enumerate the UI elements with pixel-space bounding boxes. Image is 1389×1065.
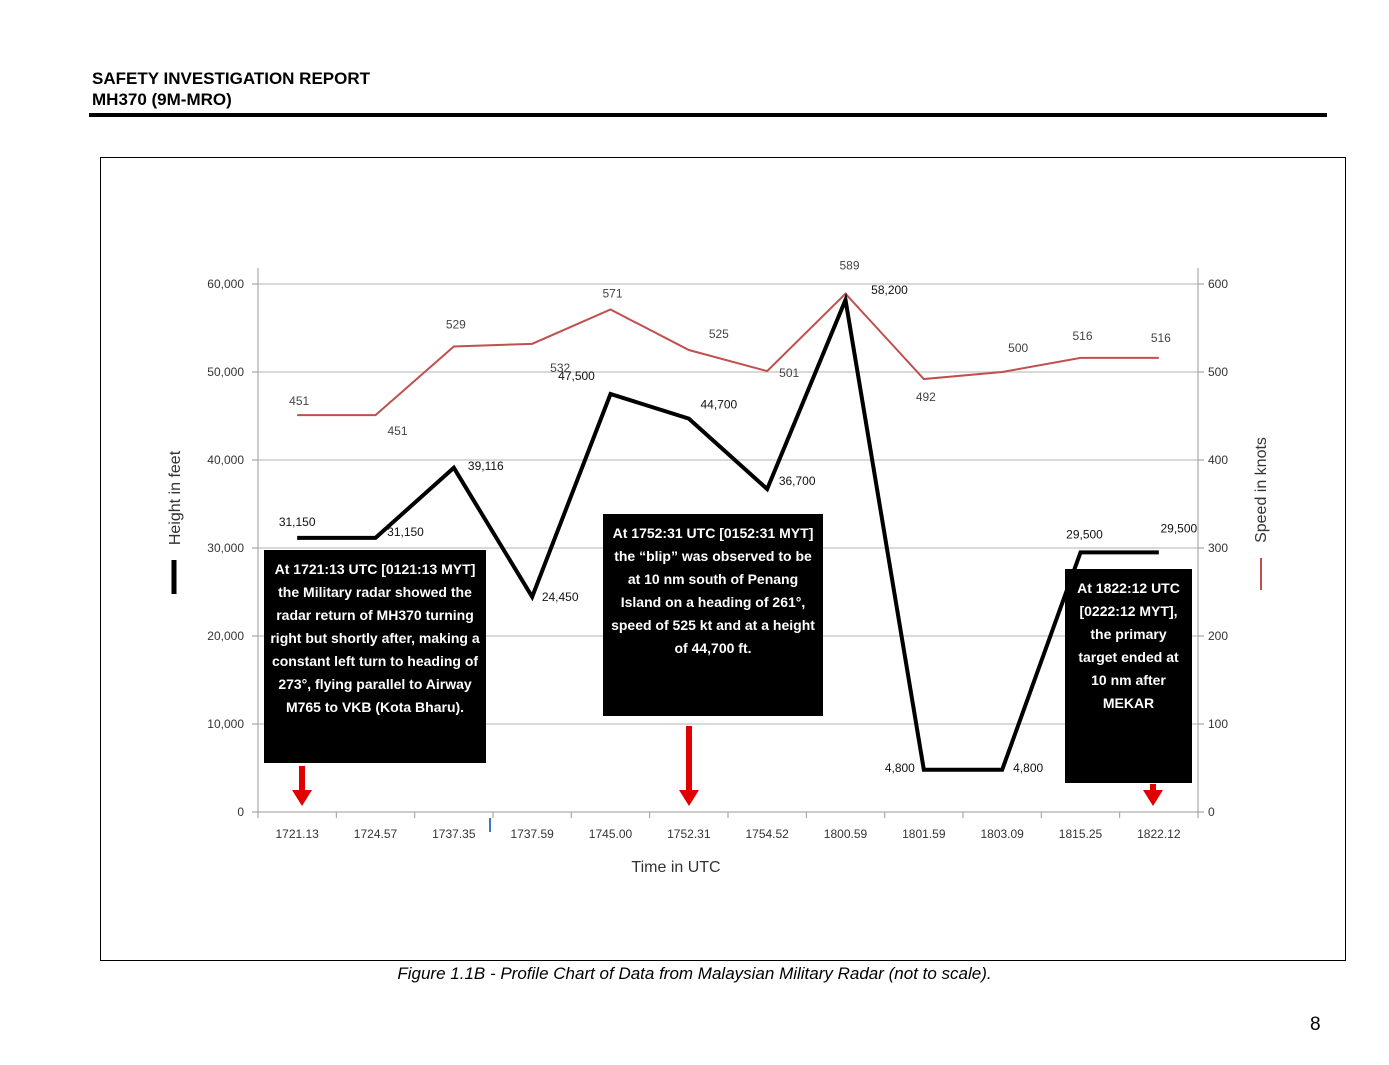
height-data-label: 4,800	[1013, 761, 1043, 775]
y-left-tick-label: 0	[237, 805, 244, 819]
x-tick-label: 1803.09	[980, 827, 1024, 841]
y-left-tick-label: 40,000	[207, 453, 244, 467]
x-tick-label: 1801.59	[902, 827, 946, 841]
speed-line	[297, 292, 1159, 417]
speed-data-label: 525	[709, 327, 729, 341]
red-arrow-head	[292, 790, 312, 806]
y-left-tick-label: 10,000	[207, 717, 244, 731]
series	[297, 292, 1159, 772]
speed-data-label: 492	[916, 390, 936, 404]
y-right-tick-label: 0	[1208, 805, 1215, 819]
y-left-tick-label: 30,000	[207, 541, 244, 555]
x-tick-label: 1724.57	[354, 827, 398, 841]
report-title: SAFETY INVESTIGATION REPORT	[92, 69, 371, 88]
red-arrow-shaft	[1150, 784, 1156, 792]
y-left-tick-label: 60,000	[207, 277, 244, 291]
y-right-tick-label: 500	[1208, 365, 1228, 379]
y-right-axis-title: Speed in knots	[1253, 437, 1270, 543]
height-data-label: 24,450	[542, 590, 579, 604]
page-number: 8	[1310, 1014, 1321, 1035]
height-data-label: 44,700	[700, 398, 737, 412]
height-data-label: 58,200	[871, 283, 908, 297]
callout-1822: At 1822:12 UTC [0222:12 MYT], the primar…	[1065, 569, 1192, 783]
speed-data-label: 500	[1008, 341, 1028, 355]
red-arrow-shaft	[686, 726, 692, 792]
red-arrow-head	[679, 790, 699, 806]
height-data-label: 39,116	[468, 459, 504, 473]
data-labels: 31,150 31,150 39,116 24,450 47,500 44,700 36,7…	[279, 259, 1198, 775]
speed-data-label: 516	[1151, 331, 1171, 345]
height-data-label: 36,700	[779, 474, 816, 488]
x-axis-title: Time in UTC	[631, 859, 720, 876]
y-right-tick-label: 200	[1208, 629, 1228, 643]
x-tick-label: 1822.12	[1137, 827, 1181, 841]
speed-data-label: 451	[289, 394, 309, 408]
report-subtitle: MH370 (9M-MRO)	[92, 90, 232, 109]
y-right-tick-label: 400	[1208, 453, 1228, 467]
speed-data-label: 501	[779, 366, 799, 380]
height-data-label: 47,500	[558, 369, 595, 383]
speed-data-label: 516	[1072, 329, 1092, 343]
y-left-tick-label: 20,000	[207, 629, 244, 643]
speed-data-label: 529	[446, 317, 466, 331]
callout-1752: At 1752:31 UTC [0152:31 MYT] the “blip” …	[603, 514, 823, 716]
x-tick-label: 1752.31	[667, 827, 711, 841]
height-data-label: 31,150	[387, 525, 424, 539]
arrows	[292, 726, 1163, 806]
x-tick-label: 1800.59	[824, 827, 868, 841]
speed-data-label: 571	[602, 287, 622, 301]
x-tick-label: 1737.35	[432, 827, 476, 841]
figure-caption: Figure 1.1B - Profile Chart of Data from…	[397, 964, 992, 983]
x-tick-label: 1754.52	[745, 827, 789, 841]
axes: 0 10,000 20,000 30,000 40,000 50,000 60,000 0 10…	[167, 268, 1270, 876]
height-data-label: 29,500	[1160, 521, 1197, 535]
height-data-label: 29,500	[1066, 527, 1103, 541]
y-left-axis-title: Height in feet	[167, 450, 184, 545]
height-line	[297, 292, 1159, 772]
x-tick-label: 1815.25	[1059, 827, 1103, 841]
x-tick-label: 1745.00	[589, 827, 633, 841]
x-tick-label: 1737.59	[510, 827, 554, 841]
header-divider	[89, 113, 1327, 117]
y-left-tick-label: 50,000	[207, 365, 244, 379]
chart-frame	[100, 157, 1346, 961]
red-arrow-head	[1143, 790, 1163, 806]
report-header: SAFETY INVESTIGATION REPORT MH370 (9M-MR…	[92, 68, 370, 110]
speed-data-label: 532	[550, 361, 570, 375]
y-right-tick-label: 600	[1208, 277, 1228, 291]
y-right-tick-label: 100	[1208, 717, 1228, 731]
height-data-label: 4,800	[885, 761, 915, 775]
red-arrow-shaft	[299, 766, 305, 792]
speed-data-label: 589	[839, 259, 859, 273]
height-data-label: 31,150	[279, 515, 316, 529]
speed-data-label: 451	[387, 424, 407, 438]
x-tick-label: 1721.13	[275, 827, 319, 841]
y-right-tick-label: 300	[1208, 541, 1228, 555]
callout-1721: At 1721:13 UTC [0121:13 MYT] the Militar…	[264, 550, 486, 763]
